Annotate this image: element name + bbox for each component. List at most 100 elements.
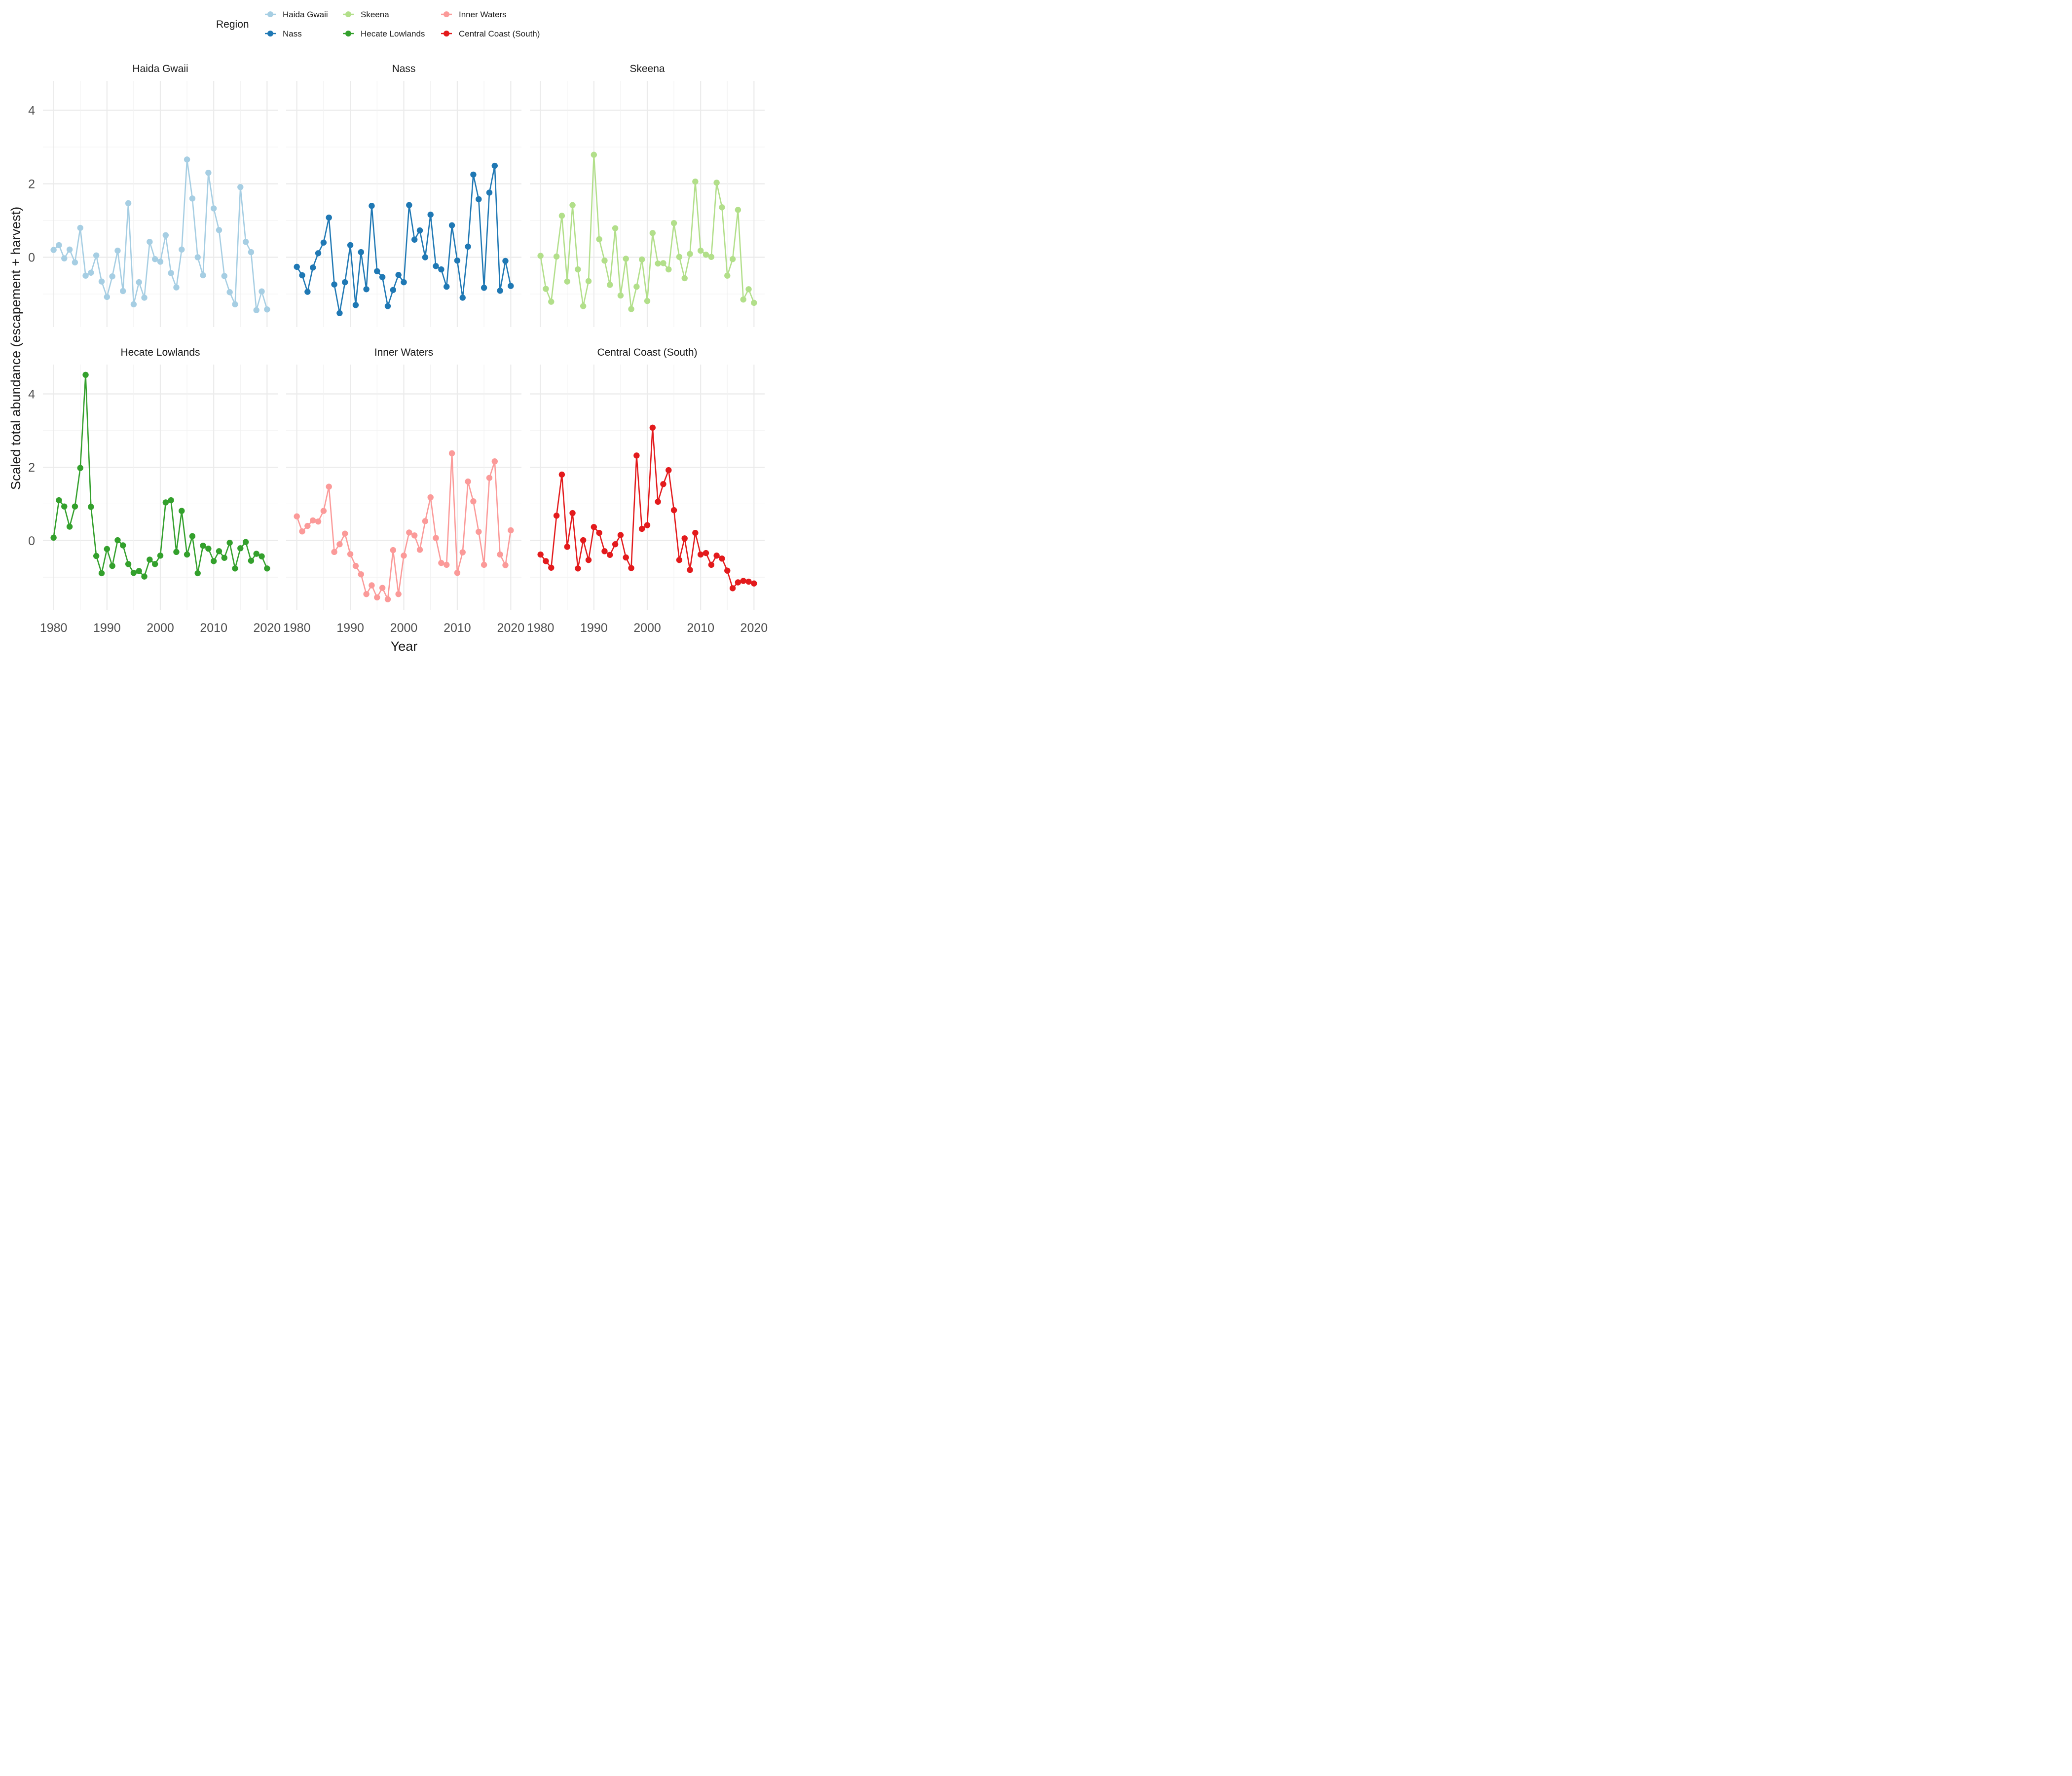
data-point [336, 310, 343, 316]
data-point [481, 561, 487, 568]
data-point [390, 287, 397, 293]
data-point [497, 288, 503, 294]
panel-inner-waters: Inner Waters 1980 1990 2000 2010 2020 [283, 347, 524, 635]
data-point [237, 184, 244, 190]
data-point [136, 279, 142, 286]
data-point [729, 256, 736, 262]
data-point [379, 585, 386, 591]
data-point [320, 239, 327, 246]
data-point [751, 580, 757, 587]
data-point [666, 266, 672, 273]
data-point [104, 546, 111, 553]
data-point [427, 494, 434, 501]
data-point [607, 552, 613, 558]
data-point [502, 258, 509, 264]
data-point [465, 478, 471, 485]
data-point [697, 551, 704, 558]
data-point [476, 196, 482, 203]
data-point [486, 189, 493, 196]
legend-item-inner-waters: Inner Waters [441, 10, 507, 19]
data-point [136, 568, 142, 574]
data-point [130, 301, 137, 308]
data-point [221, 273, 228, 279]
data-point [93, 252, 100, 259]
data-point [299, 272, 305, 279]
faceted-line-chart: Region Haida Gwaii Nass Skeena Hecate Lowla… [8, 10, 768, 654]
data-point [713, 553, 720, 559]
data-point [401, 279, 407, 286]
data-point [369, 582, 375, 589]
data-point [200, 272, 206, 279]
data-point [708, 561, 715, 568]
data-point [98, 570, 105, 577]
data-point [401, 553, 407, 559]
data-point [189, 195, 196, 202]
data-point [433, 535, 439, 541]
data-point [141, 295, 148, 301]
data-point [497, 551, 503, 558]
data-point [200, 542, 206, 549]
data-point [395, 591, 402, 597]
data-point [508, 527, 514, 534]
data-point [384, 303, 391, 309]
data-point [724, 567, 731, 574]
data-point [141, 573, 148, 580]
data-point [459, 549, 466, 555]
x-tick-label: 1980 [283, 621, 311, 635]
data-point [719, 555, 725, 562]
data-point [623, 256, 629, 262]
y-tick-label: 2 [28, 178, 35, 191]
data-point [481, 285, 487, 291]
data-point [253, 551, 259, 557]
data-point [72, 503, 78, 510]
data-point [358, 571, 364, 578]
data-point [162, 232, 169, 239]
data-point [580, 303, 587, 309]
data-point [444, 561, 450, 568]
data-point [315, 518, 322, 525]
data-point [444, 283, 450, 290]
data-point [248, 557, 255, 564]
data-point [697, 247, 704, 254]
data-point [336, 541, 343, 548]
panel-title: Skeena [629, 63, 665, 74]
data-point [438, 266, 444, 273]
data-point [454, 257, 461, 264]
data-point [72, 259, 78, 266]
data-point [670, 220, 677, 226]
panel-title: Hecate Lowlands [120, 347, 200, 358]
data-point [607, 282, 613, 288]
data-point [628, 565, 634, 571]
data-point [189, 533, 196, 540]
data-point [210, 558, 217, 564]
data-point [448, 222, 455, 228]
data-point [253, 307, 259, 313]
data-point [264, 565, 270, 572]
data-point [157, 553, 164, 559]
data-point [173, 284, 180, 291]
data-point [264, 306, 270, 313]
data-point [326, 214, 332, 221]
data-point [299, 528, 305, 535]
data-point [179, 246, 185, 253]
data-point [655, 498, 661, 505]
data-point [638, 525, 645, 532]
data-point [644, 522, 651, 528]
data-point [633, 452, 640, 459]
data-point [553, 513, 560, 519]
data-point [130, 569, 137, 576]
data-point [194, 570, 201, 577]
data-point [585, 278, 592, 285]
data-point [56, 497, 62, 504]
data-point [591, 151, 597, 158]
x-tick-label: 2000 [147, 621, 174, 635]
data-point [151, 561, 158, 567]
data-point [491, 458, 498, 465]
x-tick-label: 2020 [740, 621, 768, 635]
data-point [465, 243, 471, 250]
data-point [205, 545, 212, 552]
data-point [221, 555, 228, 561]
legend-title: Region [216, 19, 249, 30]
data-point [649, 230, 656, 236]
data-point [352, 562, 359, 569]
